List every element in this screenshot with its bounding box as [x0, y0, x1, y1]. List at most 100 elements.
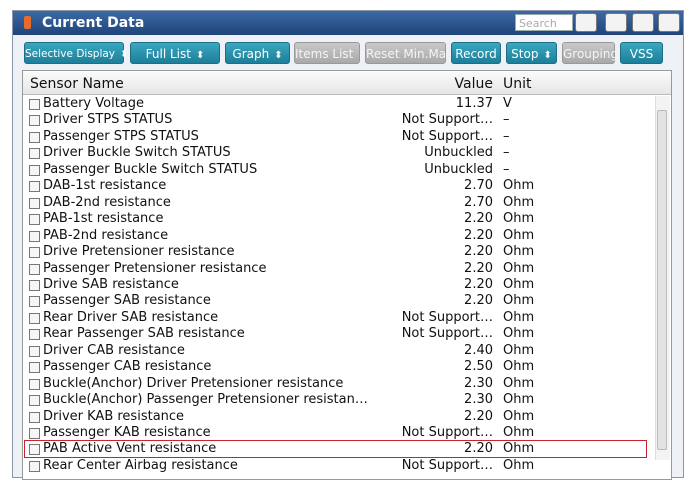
sensor-unit: Ohm — [503, 194, 535, 210]
retry-button[interactable] — [632, 13, 654, 32]
row-checkbox[interactable] — [29, 99, 40, 110]
sensor-unit: Ohm — [503, 375, 535, 391]
sensor-unit: Ohm — [503, 211, 535, 227]
sensor-value: Not Support… — [401, 309, 493, 325]
row-checkbox[interactable] — [29, 148, 40, 160]
sensor-value: Not Support… — [401, 326, 493, 342]
sensor-value: 2.20 — [464, 244, 493, 260]
sensor-unit: V — [503, 96, 512, 111]
toolbar-button[interactable]: Graph — [225, 42, 290, 64]
sensor-name: Passenger STPS STATUS — [43, 128, 199, 144]
sensor-value: Unbuckled — [424, 161, 493, 177]
sensor-name: PAB-2nd resistance — [43, 227, 169, 243]
column-header: Value — [454, 76, 493, 92]
sensor-unit: Ohm — [503, 293, 535, 309]
sensor-unit: Ohm — [503, 309, 535, 325]
row-checkbox[interactable] — [29, 378, 40, 390]
data-table — [22, 70, 672, 480]
sensor-unit: – — [503, 145, 510, 161]
sensor-value: Not Support… — [401, 425, 493, 440]
sensor-value: Unbuckled — [424, 145, 493, 161]
row-checkbox[interactable] — [29, 230, 40, 242]
toolbar-button[interactable]: Stop — [506, 42, 557, 64]
sensor-name: Drive SAB resistance — [43, 276, 179, 292]
row-checkbox[interactable] — [29, 164, 40, 176]
sensor-name: DAB-1st resistance — [43, 178, 167, 194]
sensor-value: 2.20 — [464, 227, 493, 243]
sensor-name: Passenger SAB resistance — [43, 293, 211, 309]
column-header: Sensor Name — [30, 76, 124, 92]
sensor-value: 2.20 — [464, 441, 493, 457]
title: Current Data — [42, 15, 145, 31]
toolbar-button[interactable]: Record — [451, 42, 501, 64]
sensor-name: Battery Voltage — [43, 96, 145, 111]
column-header: Unit — [503, 76, 532, 92]
toolbar-button: Grouping — [562, 42, 618, 64]
sensor-name: Passenger Pretensioner resistance — [43, 260, 267, 276]
row-checkbox[interactable] — [29, 263, 40, 275]
sensor-name: Driver KAB resistance — [43, 408, 185, 424]
sensor-name: Rear Center Airbag resistance — [43, 457, 238, 473]
sensor-name: Drive Pretensioner resistance — [43, 244, 235, 260]
toolbar-button[interactable]: Selective Display — [24, 42, 124, 64]
row-checkbox[interactable] — [29, 312, 40, 324]
sensor-unit: Ohm — [503, 457, 535, 473]
sensor-value: 2.20 — [464, 211, 493, 227]
sensor-unit: Ohm — [503, 342, 535, 358]
menu-button[interactable] — [658, 13, 680, 32]
list-button[interactable] — [605, 13, 627, 32]
sensor-unit: Ohm — [503, 359, 535, 375]
row-checkbox[interactable] — [29, 329, 40, 341]
sensor-name: Passenger KAB resistance — [43, 425, 211, 440]
sensor-unit: Ohm — [503, 408, 535, 424]
row-checkbox[interactable] — [29, 362, 40, 374]
row-checkbox[interactable] — [29, 247, 40, 259]
row-checkbox[interactable] — [29, 460, 40, 472]
scroll-thumb[interactable] — [657, 110, 667, 450]
sensor-name: DAB-2nd resistance — [43, 194, 171, 210]
toolbar-button[interactable]: VSS — [620, 42, 663, 64]
row-checkbox[interactable] — [29, 345, 40, 357]
row-checkbox[interactable] — [29, 428, 40, 439]
sensor-name: Passenger Buckle Switch STATUS — [43, 161, 258, 177]
search-box[interactable]: Search — [515, 14, 573, 31]
row-checkbox[interactable] — [29, 395, 40, 407]
toolbar-button[interactable]: Full List — [130, 42, 220, 64]
table-header — [23, 72, 671, 95]
sensor-unit: – — [503, 112, 510, 128]
sensor-value: 2.20 — [464, 293, 493, 309]
row-checkbox[interactable] — [29, 115, 40, 127]
sensor-value: 2.50 — [464, 359, 493, 375]
row-checkbox[interactable] — [29, 214, 40, 226]
row-checkbox[interactable] — [29, 411, 40, 423]
sensor-unit: Ohm — [503, 441, 535, 457]
row-checkbox[interactable] — [29, 444, 40, 456]
sensor-value: 2.30 — [464, 375, 493, 391]
sensor-value: 2.20 — [464, 276, 493, 292]
sensor-unit: – — [503, 128, 510, 144]
sensor-unit: – — [503, 161, 510, 177]
sensor-name: Buckle(Anchor) Driver Pretensioner resis… — [43, 375, 344, 391]
row-checkbox[interactable] — [29, 181, 40, 193]
sensor-unit: Ohm — [503, 178, 535, 194]
sensor-unit: Ohm — [503, 425, 535, 440]
sensor-name: Driver CAB resistance — [43, 342, 185, 358]
sensor-unit: Ohm — [503, 392, 535, 408]
sensor-unit: Ohm — [503, 326, 535, 342]
sensor-name: Buckle(Anchor) Passenger Pretensioner re… — [43, 392, 368, 408]
sensor-value: Not Support… — [401, 112, 493, 128]
sensor-name: Driver Buckle Switch STATUS — [43, 145, 231, 161]
sensor-name: Passenger CAB resistance — [43, 359, 212, 375]
sensor-name: Rear Driver SAB resistance — [43, 309, 219, 325]
search-button[interactable] — [575, 13, 597, 32]
title-icon — [24, 16, 31, 29]
row-highlight — [24, 440, 647, 458]
row-checkbox[interactable] — [29, 197, 40, 209]
row-checkbox[interactable] — [29, 279, 40, 291]
sensor-value: 2.30 — [464, 392, 493, 408]
toolbar-button: Items List — [294, 42, 360, 64]
row-checkbox[interactable] — [29, 296, 40, 308]
toolbar-button: Reset Min.Max — [365, 42, 453, 64]
row-checkbox[interactable] — [29, 131, 40, 143]
